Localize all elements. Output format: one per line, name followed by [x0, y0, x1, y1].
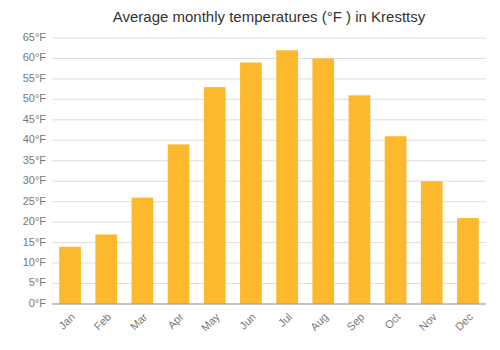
bar — [385, 136, 407, 304]
y-tick-label: 45°F — [23, 113, 47, 125]
y-tick-label: 20°F — [23, 215, 47, 227]
x-tick-label: Oct — [382, 311, 403, 332]
y-tick-label: 65°F — [23, 31, 47, 43]
bar — [132, 198, 154, 304]
grid-line — [52, 119, 486, 120]
bar — [457, 218, 479, 304]
y-tick-label: 50°F — [23, 92, 47, 104]
y-tick-label: 40°F — [23, 133, 47, 145]
bar — [421, 181, 443, 304]
x-tick-label: Feb — [91, 311, 113, 333]
x-tick-label: Apr — [165, 310, 186, 331]
x-tick-label: Nov — [417, 310, 440, 333]
grid-line — [52, 160, 486, 161]
x-tick-label: Jul — [276, 311, 294, 329]
bar — [59, 247, 81, 304]
chart: Average monthly temperatures (°F ) in Kr… — [0, 0, 500, 350]
bars — [59, 50, 479, 304]
grid-line — [52, 99, 486, 100]
x-tick-label: May — [199, 310, 223, 334]
grid-line — [52, 304, 486, 305]
grid-line — [52, 140, 486, 141]
y-tick-label: 30°F — [23, 174, 47, 186]
bar — [276, 50, 298, 304]
bar — [349, 95, 371, 304]
y-tick-label: 0°F — [29, 297, 47, 309]
grid-line — [52, 78, 486, 79]
y-tick-label: 55°F — [23, 72, 47, 84]
bar — [204, 87, 226, 304]
x-tick-label: Jun — [237, 311, 258, 332]
x-tick-label: Jan — [56, 311, 77, 332]
x-tick-label: Aug — [308, 311, 330, 333]
x-tick-label: Mar — [128, 310, 150, 332]
bar — [312, 58, 334, 304]
y-tick-label: 10°F — [23, 256, 47, 268]
x-axis: Jan Feb Mar Apr May Jun Jul Aug Sep Oct Nov Dec — [56, 310, 475, 334]
bar — [95, 234, 117, 304]
grid — [52, 38, 486, 304]
y-tick-label: 25°F — [23, 195, 47, 207]
y-tick-label: 60°F — [23, 51, 47, 63]
bar — [240, 63, 262, 304]
y-tick-label: 5°F — [29, 276, 47, 288]
x-tick-label: Sep — [344, 311, 366, 333]
x-axis-line — [52, 304, 486, 305]
y-axis: 0°F 5°F 10°F 15°F 20°F 25°F 30°F 35°F 40°F 45°F 50… — [23, 31, 47, 309]
title: Average monthly temperatures (°F ) in Kr… — [113, 8, 426, 25]
grid-line — [52, 58, 486, 59]
y-tick-label: 35°F — [23, 154, 47, 166]
x-tick-label: Dec — [453, 310, 476, 333]
grid-line — [52, 38, 486, 39]
bar — [168, 144, 190, 304]
y-tick-label: 15°F — [23, 236, 47, 248]
